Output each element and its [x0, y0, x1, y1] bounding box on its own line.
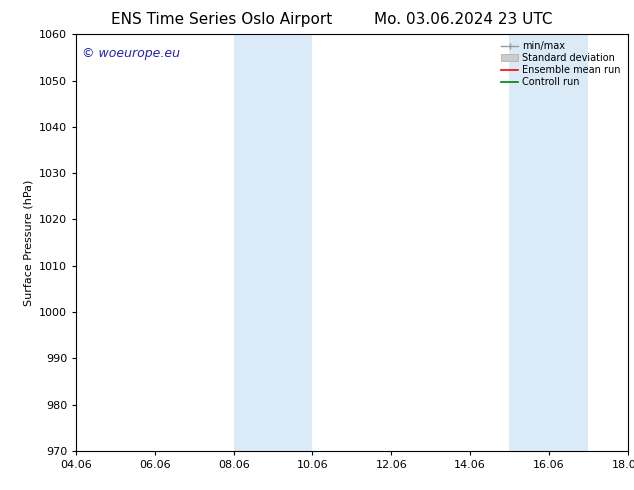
Y-axis label: Surface Pressure (hPa): Surface Pressure (hPa) — [23, 179, 34, 306]
Text: © woeurope.eu: © woeurope.eu — [82, 47, 179, 60]
Legend: min/max, Standard deviation, Ensemble mean run, Controll run: min/max, Standard deviation, Ensemble me… — [499, 39, 623, 89]
Text: Mo. 03.06.2024 23 UTC: Mo. 03.06.2024 23 UTC — [373, 12, 552, 27]
Bar — [234, 34, 313, 451]
Text: ENS Time Series Oslo Airport: ENS Time Series Oslo Airport — [112, 12, 332, 27]
Bar — [510, 34, 588, 451]
